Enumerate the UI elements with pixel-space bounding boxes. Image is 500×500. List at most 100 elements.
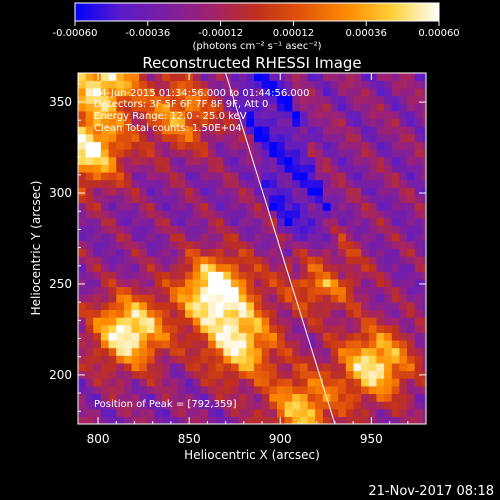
heatmap-cell <box>116 317 125 326</box>
heatmap-cell <box>131 317 140 326</box>
heatmap-cell <box>368 141 378 150</box>
heatmap-cell <box>185 278 194 288</box>
heatmap-cell <box>215 401 224 410</box>
heatmap-cell <box>330 332 339 341</box>
heatmap-cell <box>345 73 355 81</box>
heatmap-cell <box>368 225 378 234</box>
heatmap-cell <box>154 149 163 158</box>
heatmap-cell <box>146 202 156 211</box>
heatmap-cell <box>215 141 224 150</box>
heatmap-cell <box>116 301 125 311</box>
heatmap-cell <box>307 133 316 142</box>
heatmap-cell <box>414 87 423 97</box>
heatmap-cell <box>78 164 87 173</box>
heatmap-cell <box>269 73 278 81</box>
heatmap-cell <box>78 217 87 227</box>
heatmap-cell <box>246 141 255 150</box>
heatmap-cell <box>116 126 125 135</box>
heatmap-cell <box>108 187 117 196</box>
heatmap-cell <box>116 225 125 234</box>
heatmap-cell <box>100 149 110 158</box>
heatmap-cell <box>231 401 240 410</box>
heatmap-cell <box>169 378 179 387</box>
heatmap-cell <box>361 171 370 181</box>
heatmap-cell <box>146 370 156 379</box>
heatmap-cell <box>238 248 247 257</box>
heatmap-cell <box>131 301 140 311</box>
heatmap-cell <box>185 294 194 303</box>
heatmap-cell <box>422 294 426 303</box>
heatmap-cell <box>399 73 408 81</box>
heatmap-cell <box>131 347 140 356</box>
heatmap-cell <box>284 408 293 417</box>
heatmap-cell <box>361 347 370 356</box>
heatmap-cell <box>93 194 102 204</box>
heatmap-cell <box>338 408 347 417</box>
heatmap-cell <box>299 385 309 395</box>
heatmap-cell <box>223 156 232 165</box>
heatmap-cell <box>208 355 217 364</box>
heatmap-cell <box>169 194 179 204</box>
heatmap-cell <box>169 332 179 341</box>
heatmap-cell <box>192 385 202 395</box>
heatmap-cell <box>185 179 194 188</box>
heatmap-cell <box>414 164 423 173</box>
heatmap-cell <box>192 194 202 204</box>
heatmap-cell <box>169 385 179 395</box>
heatmap-cell <box>231 73 240 81</box>
heatmap-cell <box>345 141 355 150</box>
heatmap-cell <box>177 73 186 81</box>
heatmap-cell <box>322 286 332 295</box>
heatmap-cell <box>78 187 87 196</box>
heatmap-cell <box>254 339 263 349</box>
heatmap-cell <box>177 233 186 242</box>
heatmap-cell <box>269 133 278 142</box>
heatmap-cell <box>123 179 133 188</box>
heatmap-cell <box>162 217 171 227</box>
heatmap-cell <box>78 378 87 387</box>
heatmap-cell <box>299 87 309 97</box>
heatmap-cell <box>208 217 217 227</box>
heatmap-cell <box>254 217 263 227</box>
heatmap-cell <box>399 324 408 333</box>
heatmap-cell <box>276 339 286 349</box>
heatmap-cell <box>269 156 278 165</box>
heatmap-cell <box>223 194 232 204</box>
heatmap-cell <box>361 263 370 272</box>
heatmap-cell <box>353 103 362 112</box>
heatmap-cell <box>407 317 416 326</box>
y-axis-title: Heliocentric Y (arcsec) <box>29 181 43 316</box>
heatmap-cell <box>422 401 426 410</box>
heatmap-cell <box>414 416 423 424</box>
heatmap-cell <box>177 118 186 127</box>
heatmap-cell <box>284 233 293 242</box>
heatmap-cell <box>399 355 408 364</box>
solar-limb-line <box>225 73 336 424</box>
heatmap-cell <box>139 141 148 150</box>
heatmap-cell <box>384 362 393 372</box>
heatmap-cell <box>269 263 278 272</box>
heatmap-cell <box>368 248 378 257</box>
heatmap-cell <box>123 385 133 395</box>
heatmap-cell <box>139 171 148 181</box>
heatmap-cell <box>261 217 270 227</box>
heatmap-cell <box>391 355 400 364</box>
heatmap-cell <box>246 233 255 242</box>
heatmap-cell <box>200 317 209 326</box>
heatmap-cell <box>200 187 209 196</box>
heatmap-cell <box>368 263 378 272</box>
heatmap-cell <box>422 171 426 181</box>
heatmap-cell <box>131 225 140 234</box>
heatmap-cell <box>376 408 385 417</box>
heatmap-cell <box>100 225 110 234</box>
heatmap-cell <box>261 324 270 333</box>
heatmap-cell <box>407 408 416 417</box>
heatmap-cell <box>100 217 110 227</box>
heatmap-cell <box>422 317 426 326</box>
heatmap-cell <box>177 294 186 303</box>
heatmap-cell <box>223 141 232 150</box>
heatmap-cell <box>139 294 148 303</box>
heatmap-cell <box>407 210 416 219</box>
heatmap-cell <box>177 385 186 395</box>
heatmap-cell <box>322 194 332 204</box>
